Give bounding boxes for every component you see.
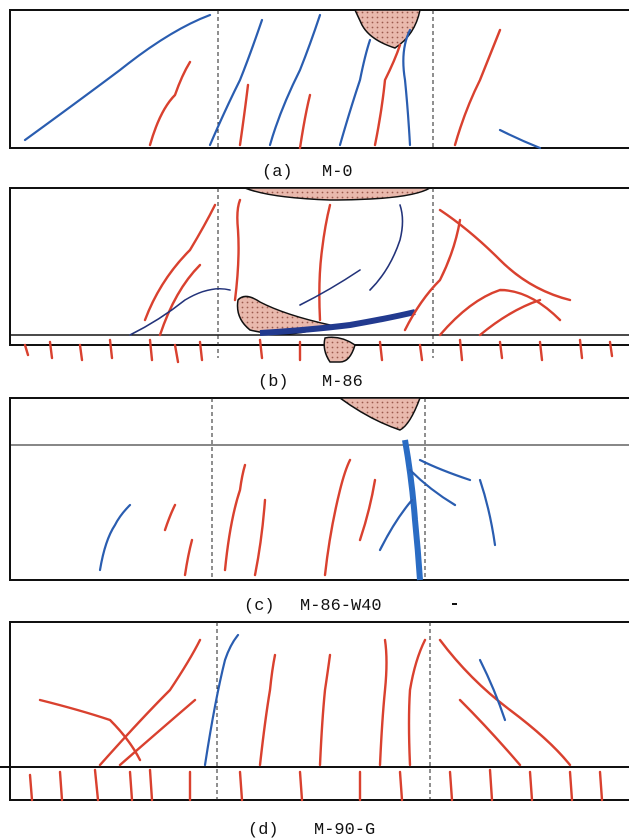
crack (373, 43, 402, 147)
beam-outline (9, 621, 629, 801)
crack (98, 638, 202, 767)
crack (478, 658, 507, 722)
crack (268, 13, 322, 147)
caption-name: M-86-W40 (300, 597, 382, 616)
crack (378, 458, 472, 552)
crushed-zone (353, 9, 421, 49)
beam-outline (9, 9, 629, 149)
crack (203, 633, 240, 767)
crack (299, 204, 404, 306)
crack (143, 203, 217, 322)
crack (208, 18, 264, 147)
crack (478, 478, 497, 547)
caption-label: (c) (244, 597, 275, 616)
crack (498, 128, 542, 150)
caption-name: M-86 (322, 373, 363, 392)
panel-d: (d) M-90-G (0, 621, 629, 840)
crack (148, 60, 192, 147)
crack (23, 13, 212, 142)
crack (378, 638, 388, 767)
panel-b: (b) M-86 (9, 187, 629, 392)
caption-label: (a) (262, 163, 293, 182)
crack (402, 28, 412, 147)
crushed-zone (323, 336, 356, 363)
crack (358, 478, 377, 542)
crack (163, 503, 194, 577)
crack (28, 768, 604, 802)
crack (253, 498, 267, 577)
panel-a: (a) M-0 (9, 9, 629, 182)
crushed-zone (244, 187, 433, 201)
crack (233, 198, 242, 302)
caption-label: (d) (248, 821, 279, 840)
crack (318, 653, 332, 767)
crack (223, 463, 247, 572)
beam-outline (9, 397, 629, 581)
crack (129, 287, 231, 336)
panel-c: (c) M-86-W40 (9, 397, 629, 616)
stray-mark (452, 603, 457, 605)
crack (23, 338, 614, 364)
crack (298, 93, 312, 150)
crack (402, 439, 423, 581)
crack (438, 638, 572, 767)
crack (438, 208, 572, 302)
crack (458, 698, 522, 767)
caption-name: M-90-G (314, 821, 375, 840)
crack (338, 38, 372, 147)
crack (118, 698, 197, 767)
crack (318, 203, 332, 322)
crushed-zone (337, 397, 422, 431)
crack (259, 309, 416, 336)
crack (258, 653, 277, 767)
crack (98, 503, 132, 572)
caption-label: (b) (258, 373, 289, 392)
crack (453, 28, 502, 147)
crack (158, 263, 202, 337)
crack (407, 638, 427, 767)
crack (238, 83, 250, 147)
crack (38, 698, 142, 762)
crack (438, 288, 562, 337)
caption-name: M-0 (322, 163, 353, 182)
crack (323, 458, 352, 577)
crack (403, 218, 462, 332)
